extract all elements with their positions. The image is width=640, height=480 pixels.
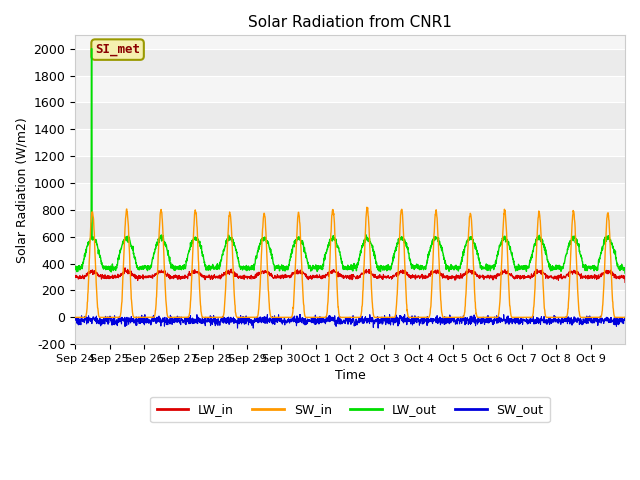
SW_in [126,268,134,274]
LW_out [516,264,524,270]
LW_in [516,273,524,279]
SW_out [614,319,621,324]
LW_in [245,275,253,280]
LW_out [71,264,79,269]
SW_in [516,314,524,320]
Line: SW_out: SW_out [75,315,625,328]
LW_in [127,270,134,276]
Bar [75,183,625,210]
Legend: LW_in, SW_in, LW_out, SW_out: LW_in, SW_in, LW_out, SW_out [150,397,550,422]
LW_out [88,46,95,52]
SW_in [363,204,371,210]
X-axis label: Time: Time [335,370,365,383]
SW_in [245,314,253,320]
Bar [75,237,625,264]
Title: Solar Radiation from CNR1: Solar Radiation from CNR1 [248,15,452,30]
LW_in [121,265,129,271]
Bar [75,103,625,129]
SW_in [547,314,555,320]
Bar [75,317,625,344]
SW_out [621,314,629,320]
LW_out [614,264,621,269]
SW_in [383,314,391,320]
LW_out [383,264,391,270]
LW_in [71,274,79,279]
LW_in [547,273,555,279]
LW_out [127,240,134,246]
SW_out [71,315,79,321]
SW_in [614,314,621,320]
Bar [75,156,625,183]
LW_in [383,274,391,280]
SW_out [234,325,241,331]
Bar [75,49,625,76]
Line: LW_out: LW_out [75,49,625,273]
LW_out [621,270,629,276]
SW_out [245,315,253,321]
SW_in [71,314,79,320]
Bar [75,290,625,317]
Bar [75,129,625,156]
Line: SW_in: SW_in [75,207,625,317]
SW_out [547,320,555,326]
SW_out [516,320,524,325]
Bar [75,76,625,103]
Y-axis label: Solar Radiation (W/m2): Solar Radiation (W/m2) [15,117,28,263]
SW_out [126,317,134,323]
SW_in [621,314,629,320]
SW_out [383,320,391,326]
LW_out [547,268,555,274]
LW_out [245,267,253,273]
Text: SI_met: SI_met [95,43,140,56]
LW_in [614,275,621,280]
Bar [75,264,625,290]
LW_in [621,279,629,285]
Bar [75,210,625,237]
Line: LW_in: LW_in [75,268,625,282]
SW_out [141,312,148,318]
